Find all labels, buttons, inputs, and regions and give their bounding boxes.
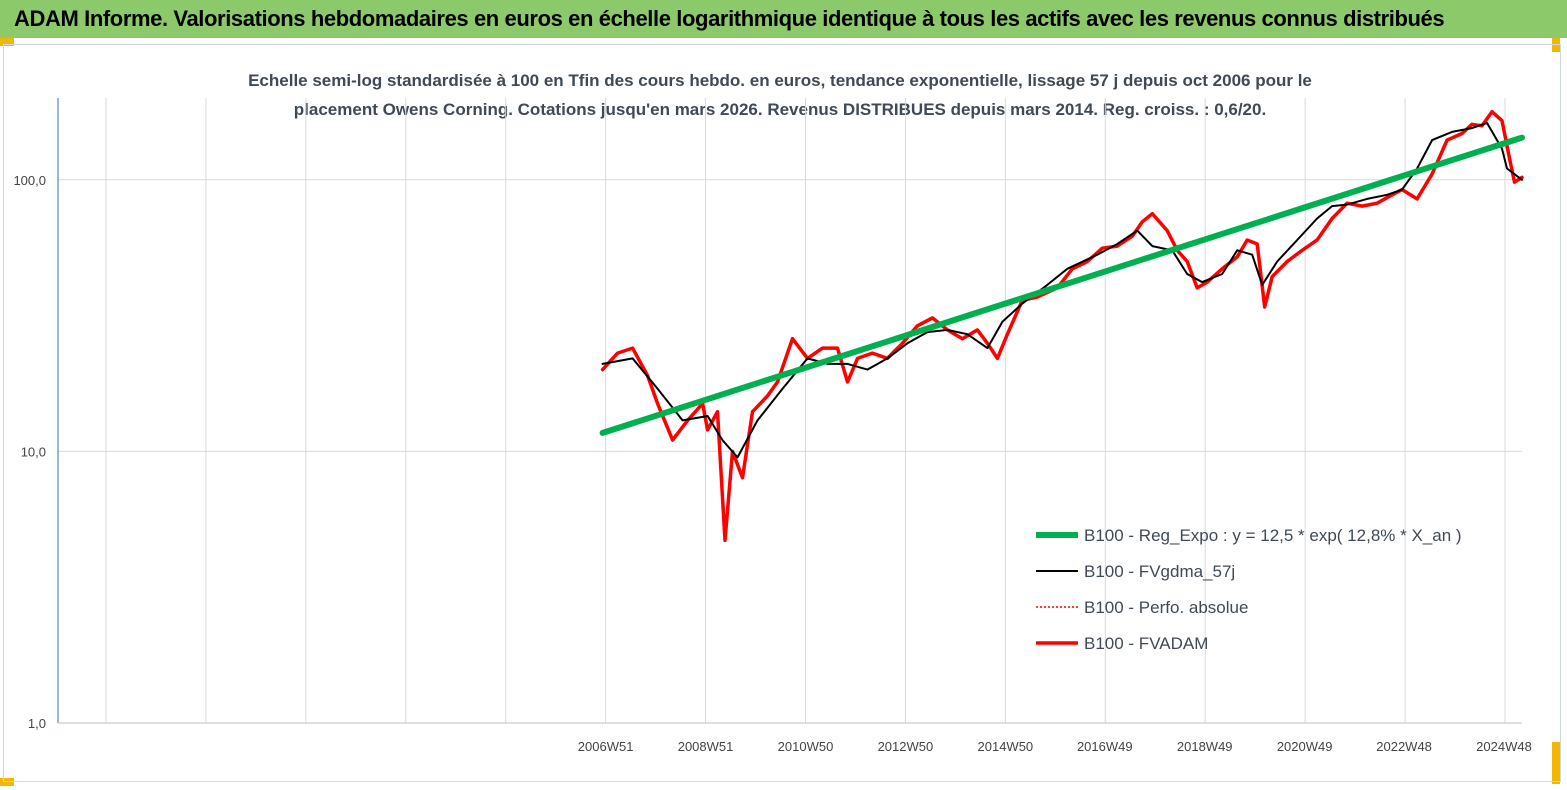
grid-layer <box>58 98 1522 724</box>
x-tick-label: 2022W48 <box>1376 739 1432 754</box>
chart-title-line1: Echelle semi-log standardisée à 100 en T… <box>248 71 1312 90</box>
x-tick-label: 2024W48 <box>1476 739 1532 754</box>
corner-mark-bottom-right <box>1552 742 1560 784</box>
legend-label: B100 - FVADAM <box>1084 634 1208 653</box>
series-line-green-thick <box>599 134 1525 436</box>
report-title: ADAM Informe. Valorisations hebdomadaire… <box>14 6 1445 31</box>
series-layer <box>599 109 1525 543</box>
series-line-red-thick <box>600 109 1524 543</box>
x-tick-label: 2006W51 <box>578 739 634 754</box>
x-tick-label: 2008W51 <box>678 739 734 754</box>
y-tick-label: 1,0 <box>28 716 46 731</box>
corner-mark-top-left <box>0 38 14 46</box>
y-tick-label: 10,0 <box>21 444 46 459</box>
x-tick-label: 2020W49 <box>1277 739 1333 754</box>
x-tick-label: 2012W50 <box>878 739 934 754</box>
chart-frame <box>3 44 1561 782</box>
y-tick-label: 100,0 <box>13 173 46 188</box>
report-banner: ADAM Informe. Valorisations hebdomadaire… <box>0 0 1567 41</box>
chart-title: Echelle semi-log standardisée à 100 en T… <box>180 66 1380 124</box>
legend-label: B100 - Perfo. absolue <box>1084 598 1248 617</box>
x-tick-label: 2016W49 <box>1077 739 1133 754</box>
x-tick-label: 2010W50 <box>778 739 834 754</box>
axis-layer: 1,0 10,0 100,0 2006W51 2008W51 2010W50 2012W50… <box>13 98 1532 754</box>
corner-mark-bottom-left <box>0 778 14 786</box>
legend-layer: B100 - Reg_Expo : y = 12,5 * exp( 12,8% … <box>1036 526 1462 653</box>
legend-label: B100 - Reg_Expo : y = 12,5 * exp( 12,8% … <box>1084 526 1462 545</box>
series-line-black-thin <box>601 121 1523 459</box>
legend-label: B100 - FVgdma_57j <box>1084 562 1235 581</box>
x-tick-label: 2018W49 <box>1177 739 1233 754</box>
x-tick-label: 2014W50 <box>978 739 1034 754</box>
chart-title-line2: placement Owens Corning. Cotations jusqu… <box>293 100 1267 119</box>
corner-mark-top-right <box>1552 38 1560 52</box>
